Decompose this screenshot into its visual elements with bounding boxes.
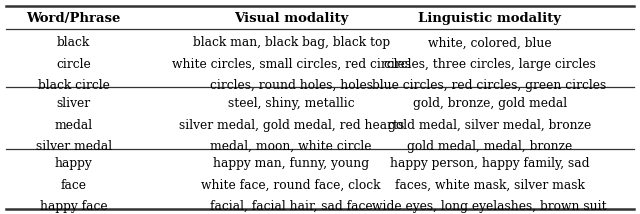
Text: steel, shiny, metallic: steel, shiny, metallic (228, 97, 355, 110)
Text: happy face: happy face (40, 200, 108, 213)
Text: gold medal, silver medal, bronze: gold medal, silver medal, bronze (388, 119, 591, 132)
Text: circles, round holes, holes: circles, round holes, holes (210, 79, 372, 92)
Text: wide eyes, long eyelashes, brown suit: wide eyes, long eyelashes, brown suit (372, 200, 607, 213)
Text: gold, bronze, gold medal: gold, bronze, gold medal (413, 97, 566, 110)
Text: faces, white mask, silver mask: faces, white mask, silver mask (395, 179, 584, 192)
Text: white, colored, blue: white, colored, blue (428, 36, 552, 49)
Text: Visual modality: Visual modality (234, 12, 348, 25)
Text: blue circles, red circles, green circles: blue circles, red circles, green circles (372, 79, 607, 92)
Text: facial, facial hair, sad face: facial, facial hair, sad face (210, 200, 372, 213)
Text: medal: medal (54, 119, 93, 132)
Text: black circle: black circle (38, 79, 109, 92)
Text: medal, moon, white circle: medal, moon, white circle (211, 140, 372, 153)
Text: black man, black bag, black top: black man, black bag, black top (193, 36, 390, 49)
Text: happy man, funny, young: happy man, funny, young (213, 157, 369, 170)
Text: sliver: sliver (56, 97, 91, 110)
Text: Word/Phrase: Word/Phrase (26, 12, 121, 25)
Text: circle: circle (56, 58, 91, 71)
Text: white face, round face, clock: white face, round face, clock (202, 179, 381, 192)
Text: happy person, happy family, sad: happy person, happy family, sad (390, 157, 589, 170)
Text: silver medal: silver medal (36, 140, 111, 153)
Text: Linguistic modality: Linguistic modality (418, 12, 561, 25)
Text: white circles, small circles, red circles: white circles, small circles, red circle… (172, 58, 411, 71)
Text: gold medal, medal, bronze: gold medal, medal, bronze (407, 140, 572, 153)
Text: black: black (57, 36, 90, 49)
Text: face: face (61, 179, 86, 192)
Text: silver medal, gold medal, red hearts: silver medal, gold medal, red hearts (179, 119, 404, 132)
Text: circles, three circles, large circles: circles, three circles, large circles (383, 58, 596, 71)
Text: happy: happy (55, 157, 92, 170)
